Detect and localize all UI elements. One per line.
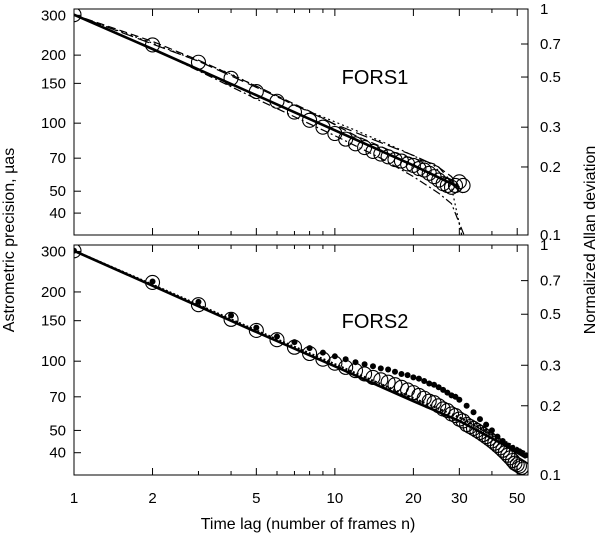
data-point-filled-dot	[149, 278, 156, 285]
data-point-filled-dot	[319, 349, 326, 356]
y-right-tick-label: 0.5	[540, 306, 561, 323]
y-right-tick-label: 0.7	[540, 36, 561, 53]
plot-area	[74, 9, 471, 235]
data-point-open-circle	[269, 332, 285, 348]
data-point-open-circle	[74, 245, 82, 259]
data-point-filled-dot	[435, 384, 442, 391]
data-point-filled-dot	[228, 312, 235, 319]
data-point-open-circle	[411, 160, 427, 177]
y-tick-label: 300	[41, 243, 66, 260]
data-point-filled-dot	[377, 365, 384, 372]
data-point-filled-dot	[306, 345, 313, 352]
series-line-dash-dot	[74, 14, 465, 235]
x-tick-label: 20	[405, 490, 422, 507]
y-tick-label: 50	[49, 183, 66, 200]
y-tick-label: 70	[49, 150, 66, 167]
series-line-solid-thick	[74, 13, 460, 189]
y-axis-label-left: Astrometric precision, µas	[1, 148, 18, 332]
series-line-dotted-thick	[74, 249, 527, 454]
data-point-open-circle	[223, 311, 239, 327]
x-tick-label: 1	[70, 490, 78, 507]
data-point-open-circle	[439, 403, 455, 419]
x-tick-label: 5	[252, 490, 260, 507]
x-tick-label: 2	[148, 490, 156, 507]
x-tick-label: 50	[509, 490, 526, 507]
data-point-open-circle	[447, 177, 464, 194]
y-right-tick-label: 0.2	[540, 398, 561, 415]
data-point-filled-dot	[410, 374, 417, 381]
data-point-filled-dot	[426, 380, 433, 387]
y-right-tick-label: 0.7	[540, 273, 561, 290]
data-point-open-circle	[514, 459, 528, 475]
data-point-filled-dot	[398, 370, 405, 377]
data-point-filled-dot	[273, 333, 280, 340]
panel-title: FORS1	[342, 67, 409, 89]
data-point-filled-dot	[342, 356, 349, 363]
y-tick-label: 150	[41, 75, 66, 92]
panel-fors2: 1 2 5 10 20 30 50 40 50 70 100 150 200 300 0.1 0.2 0.3 0.…	[41, 237, 561, 507]
x-axis-label: Time lag (number of frames n)	[201, 516, 416, 533]
data-point-filled-dot	[361, 361, 368, 368]
data-point-filled-dot	[385, 366, 392, 373]
data-point-filled-dot	[431, 381, 438, 388]
data-point-filled-dot	[488, 427, 495, 434]
plot-frame	[73, 244, 529, 476]
data-point-open-circle	[516, 461, 528, 475]
series-line-long-dash	[74, 14, 460, 192]
data-point-open-circle	[190, 297, 207, 313]
y-right-tick-label: 0.5	[540, 69, 561, 86]
y-right-tick-label: 0.1	[540, 227, 561, 244]
series-line-dotted	[74, 14, 463, 235]
y-tick-label: 70	[49, 389, 66, 406]
data-point-filled-dot	[352, 359, 359, 366]
y-tick-label: 150	[41, 313, 66, 330]
y-tick-label: 40	[49, 445, 66, 462]
data-point-filled-dot	[476, 416, 483, 423]
data-point-filled-dot	[483, 421, 490, 428]
data-point-open-circle	[511, 458, 527, 474]
y-right-tick-label: 1	[540, 237, 548, 254]
y-right-tick-label: 1	[540, 1, 548, 18]
y-right-tick-label: 0.1	[540, 467, 561, 484]
data-point-filled-dot	[369, 363, 376, 370]
data-point-filled-dot	[421, 378, 428, 385]
y-right-tick-label: 0.2	[540, 159, 561, 176]
plot-frame	[73, 8, 529, 236]
y-tick-label: 100	[41, 353, 66, 370]
data-point-filled-dot	[440, 386, 447, 393]
y-tick-label: 40	[49, 205, 66, 222]
y-tick-label: 200	[41, 47, 66, 64]
y-tick-label: 100	[41, 115, 66, 132]
data-point-open-circle	[74, 9, 82, 23]
y-right-tick-label: 0.3	[540, 357, 561, 374]
data-point-filled-dot	[291, 339, 298, 346]
data-point-open-circle	[248, 322, 264, 339]
panel-title: FORS2	[342, 311, 409, 333]
data-point-filled-dot	[331, 353, 338, 360]
data-point-filled-dot	[456, 396, 463, 403]
x-tick-label: 10	[327, 490, 344, 507]
x-tick-label: 30	[451, 490, 468, 507]
data-point-filled-dot	[463, 402, 470, 409]
y-tick-label: 200	[41, 284, 66, 301]
y-axis-label-right: Normalized Allan deviation	[582, 146, 599, 335]
y-tick-label: 50	[49, 422, 66, 439]
series-line-solid-thick	[74, 249, 527, 459]
y-right-tick-label: 0.3	[540, 119, 561, 136]
data-point-filled-dot	[415, 375, 422, 382]
data-point-filled-dot	[391, 368, 398, 375]
data-point-filled-dot	[470, 409, 477, 416]
panel-fors1: 40 50 70 100 150 200 300 0.1 0.2 0.3 0.5 0.7 1 FORS1	[41, 1, 561, 244]
plot-area	[74, 245, 528, 475]
data-point-filled-dot	[404, 372, 411, 379]
y-tick-label: 300	[41, 7, 66, 24]
